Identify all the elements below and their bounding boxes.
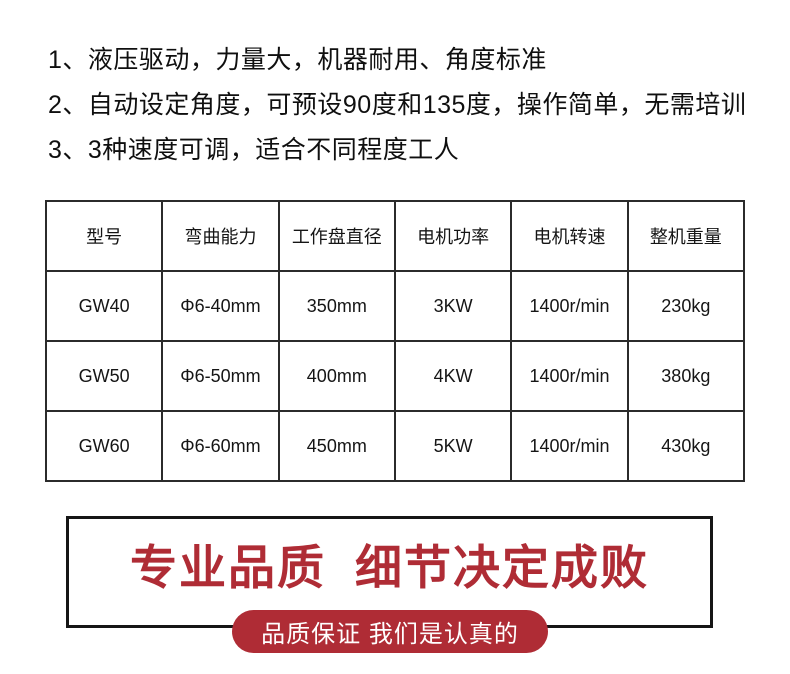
spec-cell: 4KW (393, 340, 513, 412)
promo-banner: 专业品质 细节决定成败 (66, 516, 713, 628)
spec-row: GW50 Φ6-50mm 400mm 4KW 1400r/min 380kg (44, 340, 746, 412)
spec-cell: 400mm (277, 340, 396, 412)
spec-row: GW40 Φ6-40mm 350mm 3KW 1400r/min 230kg (44, 270, 746, 342)
spec-header-cell: 整机重量 (626, 200, 746, 272)
spec-cell: 230kg (626, 270, 746, 342)
spec-cell: GW50 (44, 340, 164, 412)
spec-row: GW60 Φ6-60mm 450mm 5KW 1400r/min 430kg (44, 410, 746, 482)
spec-cell: 380kg (626, 340, 746, 412)
spec-cell: 1400r/min (510, 340, 629, 412)
spec-cell: 1400r/min (510, 270, 629, 342)
spec-cell: 350mm (277, 270, 396, 342)
spec-cell: 1400r/min (510, 410, 629, 482)
spec-cell: 450mm (277, 410, 396, 482)
spec-header-cell: 工作盘直径 (277, 200, 396, 272)
spec-header-row: 型号 弯曲能力 工作盘直径 电机功率 电机转速 整机重量 (44, 200, 746, 272)
spec-header-cell: 电机功率 (393, 200, 513, 272)
spec-cell: Φ6-60mm (161, 410, 280, 482)
spec-cell: GW40 (44, 270, 164, 342)
feature-item: 3、3种速度可调，适合不同程度工人 (48, 136, 460, 164)
banner-headline: 专业品质 细节决定成败 (129, 540, 650, 594)
spec-header-cell: 电机转速 (510, 200, 629, 272)
spec-cell: 3KW (393, 270, 513, 342)
spec-header-cell: 型号 (44, 200, 164, 272)
spec-cell: Φ6-40mm (161, 270, 280, 342)
spec-cell: Φ6-50mm (161, 340, 280, 412)
feature-item: 1、液压驱动，力量大，机器耐用、角度标准 (48, 46, 547, 74)
feature-list: 1、液压驱动，力量大，机器耐用、角度标准 2、自动设定角度，可预设90度和135… (48, 38, 758, 173)
spec-cell: 5KW (393, 410, 513, 482)
quality-badge-label: 品质保证 我们是认真的 (261, 621, 519, 648)
spec-cell: GW60 (44, 410, 164, 482)
spec-table: 型号 弯曲能力 工作盘直径 电机功率 电机转速 整机重量 GW40 Φ6-40m… (44, 200, 746, 482)
spec-cell: 430kg (626, 410, 746, 482)
spec-header-cell: 弯曲能力 (161, 200, 280, 272)
feature-item: 2、自动设定角度，可预设90度和135度，操作简单，无需培训 (48, 91, 747, 119)
quality-badge: 品质保证 我们是认真的 (232, 610, 548, 653)
